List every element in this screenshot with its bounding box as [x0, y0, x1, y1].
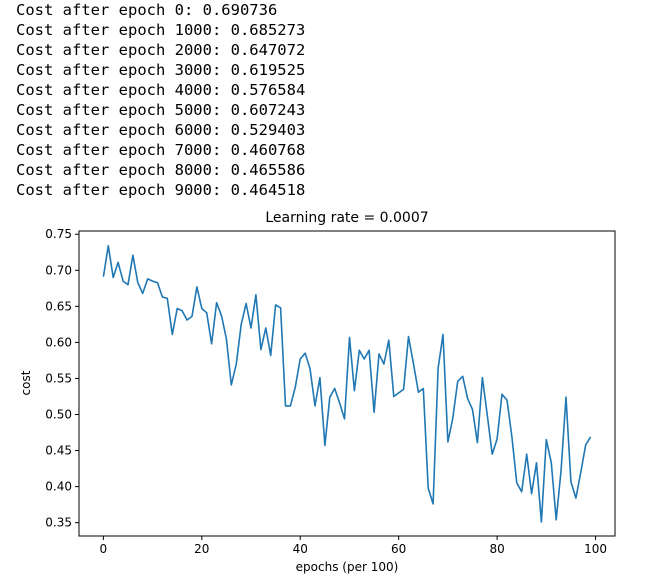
log-line: Cost after epoch 0: 0.690736 [16, 1, 278, 19]
x-tick-label: 100 [584, 542, 607, 556]
log-line: Cost after epoch 8000: 0.465586 [16, 161, 306, 179]
chart-title: Learning rate = 0.0007 [265, 210, 428, 226]
log-line: Cost after epoch 7000: 0.460768 [16, 141, 306, 159]
y-tick-label: 0.40 [45, 480, 72, 494]
log-line: Cost after epoch 5000: 0.607243 [16, 101, 306, 119]
log-line: Cost after epoch 6000: 0.529403 [16, 121, 306, 139]
axis-ticks: 0 20 40 60 80 100 0.35 0.40 0.45 0.50 0.55 0.60 0.65… [45, 227, 607, 556]
x-tick-label: 60 [391, 542, 406, 556]
x-tick-label: 20 [194, 542, 209, 556]
training-log-output: Cost after epoch 0: 0.690736 Cost after e… [16, 0, 305, 200]
log-line: Cost after epoch 2000: 0.647072 [16, 41, 306, 59]
cost-series-line [102, 244, 592, 523]
x-tick-label: 40 [293, 542, 308, 556]
x-tick-label: 0 [100, 542, 108, 556]
x-tick-label: 80 [489, 542, 504, 556]
log-line: Cost after epoch 9000: 0.464518 [16, 181, 306, 199]
y-tick-label: 0.55 [45, 371, 72, 385]
y-tick-label: 0.60 [45, 335, 72, 349]
y-tick-label: 0.45 [45, 444, 72, 458]
y-tick-label: 0.35 [45, 516, 72, 530]
log-line: Cost after epoch 1000: 0.685273 [16, 21, 306, 39]
y-tick-label: 0.50 [45, 408, 72, 422]
y-tick-label: 0.75 [45, 227, 72, 241]
y-tick-label: 0.70 [45, 263, 72, 277]
y-axis-label: cost [19, 370, 33, 395]
log-line: Cost after epoch 3000: 0.619525 [16, 61, 306, 79]
log-line: Cost after epoch 4000: 0.576584 [16, 81, 306, 99]
y-tick-label: 0.65 [45, 299, 72, 313]
x-axis-label: epochs (per 100) [296, 560, 399, 574]
cost-line-chart: Learning rate = 0.0007 epochs (per 100) … [19, 210, 616, 574]
plot-area-frame [78, 230, 616, 537]
